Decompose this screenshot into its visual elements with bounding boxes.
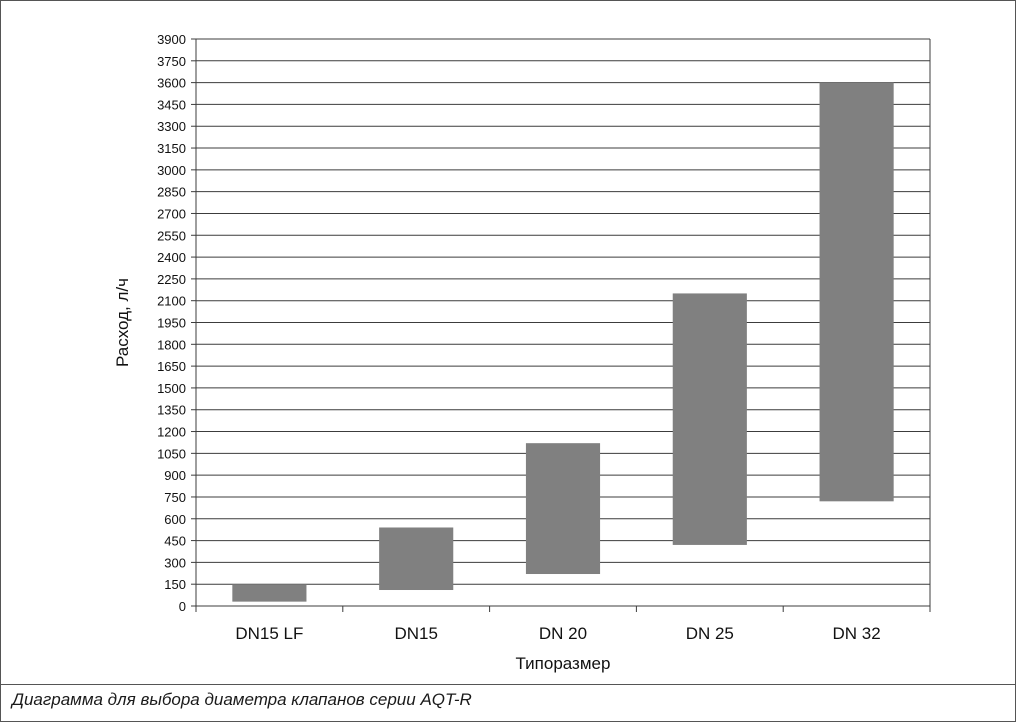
y-tick-label: 2700 [157,206,186,221]
bar-dn15-lf [232,584,307,602]
x-tick-label: DN 25 [686,624,734,643]
x-tick-label: DN 20 [539,624,587,643]
y-tick-label: 3450 [157,97,186,112]
y-tick-label: 750 [164,490,186,505]
y-tick-label: 1800 [157,337,186,352]
bar-dn-20 [525,443,601,575]
y-tick-label: 2100 [157,294,186,309]
y-tick-label: 1350 [157,403,186,418]
bar-dn-32 [819,82,894,502]
y-tick-label: 300 [164,555,186,570]
y-tick-label: 900 [164,468,186,483]
y-tick-label: 1650 [157,359,186,374]
range-bar-chart: 0 150 300 450 600 750 900 1050 1200 1350 1500 1650 1… [113,32,931,673]
y-tick-label: 3150 [157,141,186,156]
figure-caption: Диаграмма для выбора диаметра клапанов с… [12,690,472,709]
bars [232,82,894,602]
y-tick-label: 3750 [157,54,186,69]
bar-dn15 [379,527,454,591]
caption-divider [1,684,1015,685]
y-tick-label: 150 [164,577,186,592]
y-tick-label: 2250 [157,272,186,287]
y-tick-label: 2400 [157,250,186,265]
grid-lines [196,38,930,585]
y-tick-label: 1200 [157,425,186,440]
y-tick-label: 1050 [157,446,186,461]
y-tick-label: 0 [179,599,186,614]
y-tick-label: 1950 [157,316,186,331]
x-tick-labels: DN15 LF DN15 DN 20 DN 25 DN 32 [235,624,880,643]
y-tick-label: 3000 [157,163,186,178]
x-tick-label: DN15 [394,624,437,643]
y-tick-label: 450 [164,534,186,549]
y-tick-label: 3300 [157,119,186,134]
bar-dn-25 [672,293,747,545]
y-tick-label: 1500 [157,381,186,396]
y-tick-label: 2850 [157,185,186,200]
y-tick-labels: 0 150 300 450 600 750 900 1050 1200 1350 1500 1650 1… [157,32,186,614]
x-axis-label: Типоразмер [516,654,611,673]
y-tick-label: 3900 [157,32,186,47]
y-axis-label: Расход, л/ч [113,278,132,367]
y-tick-label: 3600 [157,76,186,91]
axes [191,38,931,612]
y-tick-label: 2550 [157,228,186,243]
x-tick-label: DN 32 [833,624,881,643]
x-tick-label: DN15 LF [235,624,303,643]
y-tick-label: 600 [164,512,186,527]
